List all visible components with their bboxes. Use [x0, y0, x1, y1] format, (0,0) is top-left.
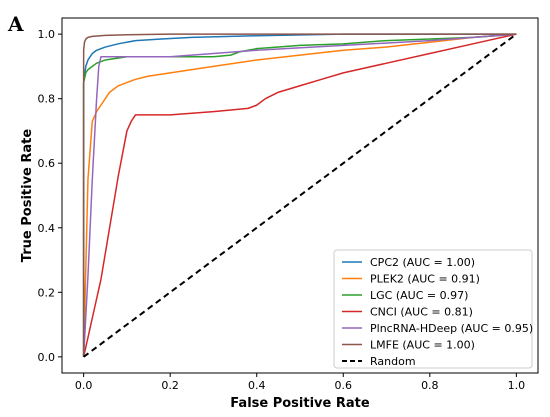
- plot-frame: [61, 17, 539, 374]
- x-tick-label: 0.0: [75, 379, 93, 392]
- y-tick-label: 0.6: [38, 157, 56, 170]
- y-tick-label: 1.0: [38, 28, 56, 41]
- x-tick-label: 1.0: [508, 379, 526, 392]
- series-line-2: [82, 33, 517, 357]
- series-layer: [82, 33, 517, 358]
- x-tick-label: 0.6: [335, 379, 353, 392]
- y-axis-title: True Positive Rate: [20, 129, 35, 263]
- legend-label: PLEK2 (AUC = 0.91): [370, 273, 480, 286]
- series-line-1: [82, 33, 517, 357]
- legend-label: LGC (AUC = 0.97): [370, 289, 468, 302]
- x-tick-label: 0.2: [161, 379, 179, 392]
- ticks-layer: 0.0 0.2 0.4 0.6 0.8 1.0 0.0 0.2 0.4 0.6 0.8 1.0: [38, 28, 526, 392]
- y-tick-label: 0.0: [38, 351, 56, 364]
- panel-label: A: [7, 12, 24, 36]
- legend-label: Random: [370, 355, 416, 368]
- legend-frame: [333, 249, 533, 369]
- legend: CPC2 (AUC = 1.00) PLEK2 (AUC = 0.91) LGC (…: [333, 249, 533, 369]
- series-line-5: [82, 33, 517, 357]
- y-tick-label: 0.8: [38, 93, 56, 106]
- legend-label: PlncRNA-HDeep (AUC = 0.95): [370, 322, 533, 335]
- series-line-4: [82, 33, 517, 357]
- series-line-3: [82, 33, 517, 358]
- y-tick-label: 0.4: [38, 222, 56, 235]
- x-axis-title: False Positive Rate: [230, 396, 370, 411]
- y-tick-label: 0.2: [38, 286, 56, 299]
- x-tick-label: 0.4: [248, 379, 266, 392]
- legend-label: LMFE (AUC = 1.00): [370, 339, 475, 352]
- legend-label: CNCI (AUC = 0.81): [370, 306, 473, 319]
- x-tick-label: 0.8: [421, 379, 439, 392]
- legend-label: CPC2 (AUC = 1.00): [370, 256, 475, 269]
- series-line-0: [82, 33, 517, 357]
